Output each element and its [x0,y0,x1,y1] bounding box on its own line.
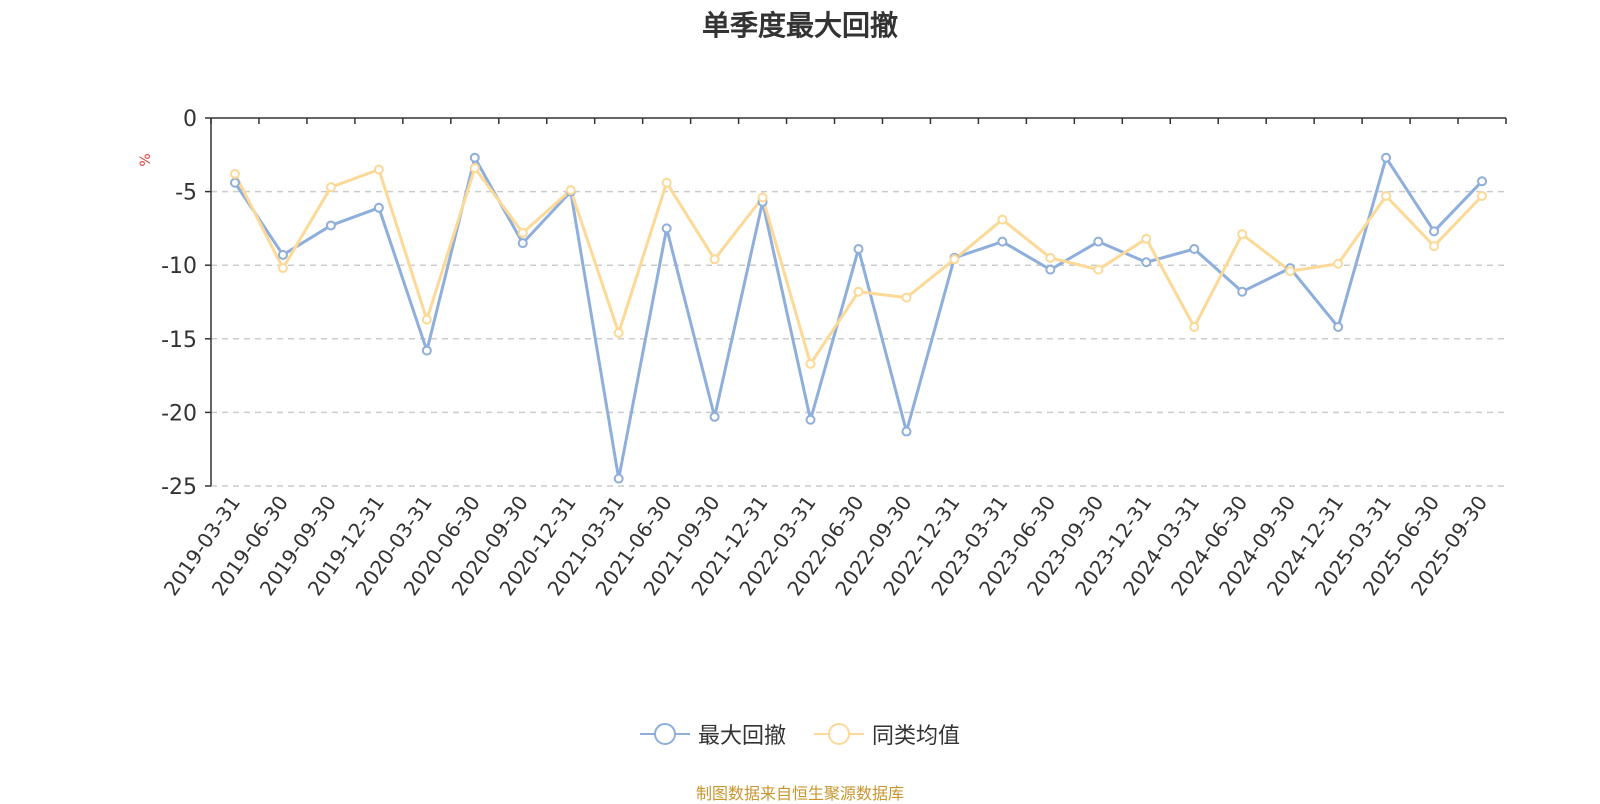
data-point-1[interactable] [1237,229,1248,240]
data-point-0[interactable] [613,473,624,484]
data-point-0[interactable] [1333,322,1344,333]
data-point-0[interactable] [805,414,816,425]
data-point-1[interactable] [901,292,912,303]
data-point-1[interactable] [517,227,528,238]
y-tick-label: -5 [175,181,197,206]
data-point-1[interactable] [1189,322,1200,333]
series-lines [229,152,1488,484]
data-point-0[interactable] [709,411,720,422]
data-point-0[interactable] [901,426,912,437]
data-point-1[interactable] [1045,252,1056,263]
data-point-1[interactable] [229,168,240,179]
data-point-1[interactable] [1141,233,1152,244]
data-point-0[interactable] [853,244,864,255]
data-point-0[interactable] [1141,257,1152,268]
data-point-1[interactable] [805,358,816,369]
legend-item-peer-average[interactable]: 同类均值 [814,718,960,750]
data-point-1[interactable] [613,327,624,338]
y-axis-unit-label: % [138,153,154,166]
data-point-0[interactable] [1189,244,1200,255]
data-point-0[interactable] [325,220,336,231]
legend-label-peer-average: 同类均值 [872,724,961,749]
data-point-1[interactable] [1285,266,1296,277]
data-point-0[interactable] [1381,152,1392,163]
line-chart: 0-5-10-15-20-252019-03-312019-06-302019-… [138,107,1507,600]
data-point-0[interactable] [1237,286,1248,297]
y-tick-label: 0 [183,107,197,132]
data-point-1[interactable] [1429,241,1440,252]
y-tick-label: -10 [161,254,197,279]
legend: 最大回撤 同类均值 [0,718,1600,750]
data-point-1[interactable] [1093,264,1104,275]
data-point-1[interactable] [1333,258,1344,269]
data-point-1[interactable] [469,163,480,174]
data-point-1[interactable] [1477,191,1488,202]
data-point-1[interactable] [709,254,720,265]
data-point-1[interactable] [757,192,768,203]
y-tick-label: -25 [161,475,197,500]
data-point-1[interactable] [277,263,288,274]
data-point-0[interactable] [1429,226,1440,237]
data-point-0[interactable] [277,249,288,260]
series-line-0 [233,156,1484,481]
legend-item-max-drawdown[interactable]: 最大回撤 [639,718,786,750]
data-point-1[interactable] [325,182,336,193]
chart-title: 单季度最大回撤 [701,9,898,42]
y-tick-label: -15 [161,328,197,353]
data-point-1[interactable] [661,177,672,188]
legend-line-circle-icon [639,723,690,745]
data-point-0[interactable] [661,223,672,234]
data-point-1[interactable] [421,314,432,325]
data-point-1[interactable] [373,164,384,175]
legend-label-max-drawdown: 最大回撤 [697,724,786,749]
data-point-0[interactable] [1045,264,1056,275]
source-note: 制图数据来自恒生聚源数据库 [695,784,904,803]
data-point-1[interactable] [949,254,960,265]
data-point-0[interactable] [517,238,528,249]
gridlines [211,190,1506,487]
data-point-1[interactable] [565,185,576,196]
data-point-0[interactable] [229,177,240,188]
legend-line-circle-icon [814,723,864,745]
axes: 0-5-10-15-20-252019-03-312019-06-302019-… [159,107,1507,600]
data-point-1[interactable] [997,214,1008,225]
data-point-1[interactable] [853,286,864,297]
data-point-1[interactable] [1381,191,1392,202]
data-point-0[interactable] [373,202,384,213]
data-point-0[interactable] [997,236,1008,247]
data-point-0[interactable] [1093,236,1104,247]
data-point-0[interactable] [1477,176,1488,187]
data-point-0[interactable] [469,152,480,163]
y-tick-label: -20 [161,401,197,426]
data-point-0[interactable] [421,345,432,356]
